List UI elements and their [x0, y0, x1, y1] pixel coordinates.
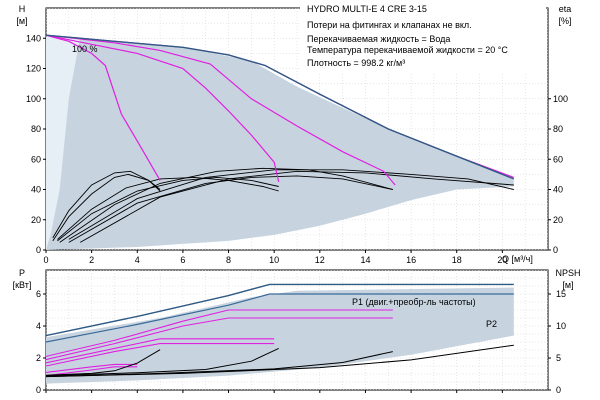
system-power-curve — [46, 363, 138, 373]
eta-tick-label: 20 — [553, 215, 563, 225]
power-envelope — [46, 287, 514, 384]
system-power-curve — [46, 343, 275, 367]
max-speed-curve — [46, 34, 515, 180]
low-flow-region — [46, 36, 81, 250]
efficiency-curve — [57, 176, 279, 240]
head-tick-label: 20 — [31, 215, 41, 225]
efficiency-curve — [57, 176, 279, 242]
system-power-curve — [46, 309, 393, 357]
eta-ticks: 0 20 40 60 80 100 — [548, 94, 568, 255]
head-tick-label: 140 — [26, 33, 41, 43]
power-x-ticks — [45, 390, 503, 393]
head-tick-label: 80 — [31, 124, 41, 134]
npsh-curve — [46, 349, 161, 376]
system-power-curve — [46, 338, 275, 364]
head-tick-label: 120 — [26, 64, 41, 74]
power-axis-label: P — [19, 268, 25, 278]
power-envelope-area — [46, 287, 514, 384]
system-curve — [46, 34, 280, 183]
note-density: Плотность = 998.2 кг/м³ — [307, 58, 405, 68]
x-tick-label: 16 — [406, 255, 416, 265]
head-tick-label: 40 — [31, 185, 41, 195]
x-tick-label: 8 — [226, 255, 231, 265]
x-tick-label: 18 — [452, 255, 462, 265]
p2-curve — [46, 293, 514, 343]
p2-series-label: P2 — [486, 319, 497, 329]
p1-series-label: P1 (двиг.+преобр-ль частоты) — [352, 297, 476, 307]
power-tick-label: 4 — [36, 321, 41, 331]
npsh-tick-label: 15 — [556, 289, 566, 299]
p1-curve — [46, 283, 514, 337]
efficiency-curve — [79, 170, 514, 243]
eta-tick-label: 60 — [553, 154, 563, 164]
npsh-tick-label: 0 — [556, 385, 561, 395]
npsh-axis-label: NPSH — [555, 268, 580, 278]
efficiency-curve — [68, 169, 514, 240]
note-temperature: Температура перекачиваемой жидкости = 20… — [307, 45, 508, 55]
npsh-ticks: 0 5 10 15 — [548, 289, 566, 395]
eta-tick-label: 0 — [553, 245, 558, 255]
x-tick-label: 4 — [135, 255, 140, 265]
power-tick-label: 2 — [36, 353, 41, 363]
power-axis-unit: [кВт] — [13, 280, 32, 290]
performance-lines — [46, 34, 515, 243]
chart-title: HYDRO MULTI-E 4 CRE 3-15 — [307, 4, 427, 14]
x-tick-label: 10 — [269, 255, 279, 265]
npsh-axis-unit: [м] — [562, 280, 573, 290]
note-fittings: Потери на фитингах и клапанах не вкл. — [307, 20, 472, 30]
eta-tick-label: 80 — [553, 124, 563, 134]
npsh-curve — [46, 344, 514, 378]
flow-axis-label: Q [м³/ч] — [502, 254, 533, 264]
eta-axis-unit: [%] — [558, 16, 571, 26]
efficiency-curve — [52, 173, 161, 242]
head-ticks: 0 20 40 60 80 100 120 140 — [26, 33, 46, 255]
x-tick-label: 6 — [180, 255, 185, 265]
performance-panel: 0 2 4 6 8 10 12 14 16 18 20 0 20 40 60 80 100 120 140 0 20… — [16, 2, 572, 265]
performance-x-ticks: 0 2 4 6 8 10 12 14 16 18 20 — [43, 250, 507, 265]
npsh-curve — [46, 347, 279, 377]
head-tick-label: 60 — [31, 154, 41, 164]
efficiency-curve — [59, 167, 393, 243]
head-axis-label: H — [19, 4, 26, 14]
efficiency-curve — [68, 175, 393, 243]
note-liquid: Перекачиваемая жидкость = Вода — [307, 34, 450, 44]
npsh-tick-label: 5 — [556, 353, 561, 363]
power-tick-label: 6 — [36, 289, 41, 299]
x-tick-label: 12 — [315, 255, 325, 265]
x-tick-label: 2 — [89, 255, 94, 265]
power-tick-label: 0 — [36, 385, 41, 395]
system-curve — [46, 34, 161, 181]
x-tick-label: 0 — [43, 255, 48, 265]
system-curve — [46, 34, 396, 186]
notes-box — [300, 16, 546, 72]
speed-label: 100 % — [72, 44, 98, 54]
system-power-curve — [46, 317, 393, 361]
power-ticks: 0 2 4 6 — [36, 289, 46, 395]
power-panel: 0 2 4 6 0 5 10 15 P [кВт] NPSH [м] P1 (двиг.+п… — [13, 268, 581, 395]
head-tick-label: 0 — [36, 245, 41, 255]
eta-axis-label: eta — [559, 4, 572, 14]
power-lines — [46, 283, 514, 378]
head-tick-label: 100 — [26, 94, 41, 104]
npsh-tick-label: 10 — [556, 321, 566, 331]
x-tick-label: 14 — [360, 255, 370, 265]
eta-tick-label: 100 — [553, 94, 568, 104]
x-tick-label: 20 — [497, 255, 507, 265]
head-axis-unit: [м] — [16, 16, 27, 26]
eta-tick-label: 40 — [553, 185, 563, 195]
chart-title-box — [300, 2, 546, 15]
